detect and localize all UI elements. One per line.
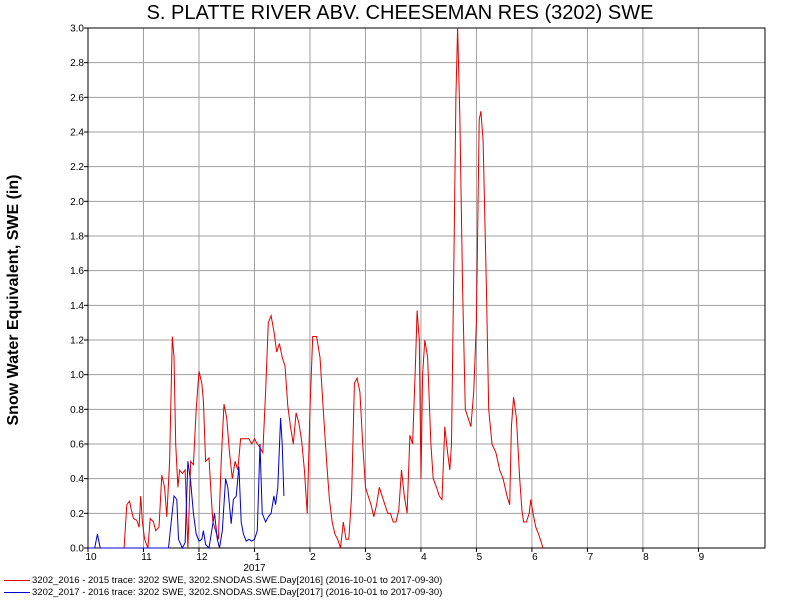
- y-tick-label: 1.8: [70, 232, 84, 243]
- chart-title: S. PLATTE RIVER ABV. CHEESEMAN RES (3202…: [146, 2, 654, 24]
- legend-item-2: 3202_2017 - 2016 trace: 3202 SWE, 3202.S…: [4, 587, 442, 598]
- x-tick-label: 9: [699, 552, 705, 563]
- x-tick-label: 8: [643, 552, 649, 563]
- y-tick-label: 3.0: [70, 24, 84, 35]
- y-tick-label: 0.4: [70, 474, 84, 485]
- legend-label-2: 3202_2017 - 2016 trace: 3202 SWE, 3202.S…: [32, 587, 443, 598]
- series-line-2: [88, 417, 285, 550]
- x-tick-label: 1: [255, 552, 261, 563]
- x-tick-label: 10: [85, 552, 97, 563]
- legend-item-1: 3202_2016 - 2015 trace: 3202 SWE, 3202.S…: [4, 575, 442, 586]
- y-tick-label: 1.6: [70, 266, 84, 277]
- y-tick-label: 0.8: [70, 405, 84, 416]
- y-tick-label: 2.2: [70, 162, 84, 173]
- y-tick-label: 0.0: [70, 544, 84, 555]
- x-tick-label: 12: [196, 552, 208, 563]
- series-line-1: [121, 27, 544, 549]
- y-tick-label: 0.6: [70, 440, 84, 451]
- x-tick-label: 7: [588, 552, 594, 563]
- x-tick-label: 2: [310, 552, 316, 563]
- y-tick-label: 1.2: [70, 336, 84, 347]
- x-tick-label: 5: [477, 552, 483, 563]
- y-tick-label: 0.2: [70, 509, 84, 520]
- x-tick-label: 4: [421, 552, 427, 563]
- x-tick-label: 6: [532, 552, 538, 563]
- y-tick-label: 2.8: [70, 58, 84, 69]
- legend-label-1: 3202_2016 - 2015 trace: 3202 SWE, 3202.S…: [32, 575, 443, 586]
- y-tick-label: 1.4: [70, 301, 84, 312]
- legend-swatch-1: [4, 580, 30, 581]
- x-tick-label: 11: [141, 552, 152, 563]
- x-year-label: 2017: [243, 563, 266, 574]
- legend-swatch-2: [4, 592, 30, 593]
- x-tick-label: 3: [366, 552, 372, 563]
- y-tick-label: 2.0: [70, 197, 84, 208]
- y-tick-label: 2.6: [70, 93, 84, 104]
- y-tick-label: 2.4: [70, 128, 84, 139]
- plot-background: [88, 28, 765, 548]
- plot-frame: [87, 27, 766, 549]
- y-tick-label: 1.0: [70, 370, 84, 381]
